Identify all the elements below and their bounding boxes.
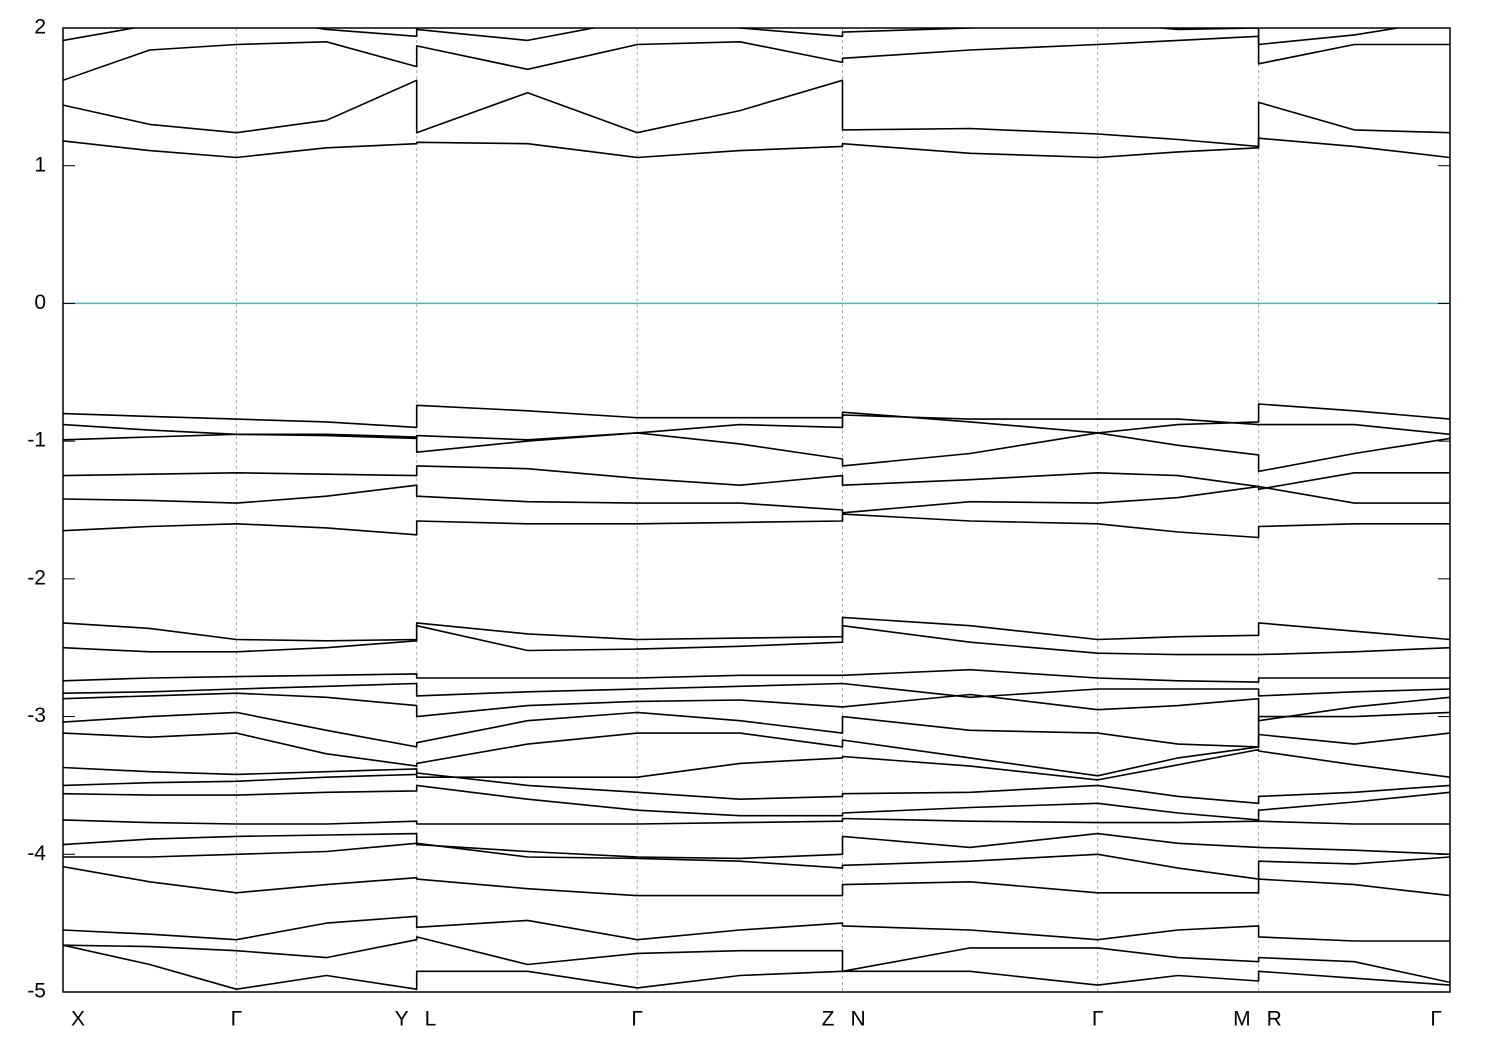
band-line xyxy=(63,668,1450,683)
band-line xyxy=(63,944,1450,990)
y-tick-label: -1 xyxy=(27,429,46,452)
band-line xyxy=(63,748,1450,781)
band-line xyxy=(63,865,1450,897)
band-line xyxy=(63,772,1450,805)
band-line xyxy=(63,513,1450,539)
bands-layer xyxy=(63,28,1450,990)
y-tick-label: 0 xyxy=(34,291,46,314)
band-line xyxy=(63,832,1450,860)
grid-layer xyxy=(63,28,1450,992)
band-line xyxy=(63,414,1450,441)
x-tick-label: Γ xyxy=(231,1008,243,1031)
band-line xyxy=(63,732,1450,777)
x-tick-label: L xyxy=(425,1008,437,1031)
band-line xyxy=(63,784,1450,821)
y-tick-label: -4 xyxy=(27,842,46,865)
y-tick-label: 2 xyxy=(34,16,46,39)
x-tick-label: X xyxy=(71,1008,85,1031)
x-tick-label: Y xyxy=(395,1008,409,1031)
plot-frame xyxy=(62,27,1451,993)
band-line xyxy=(63,432,1450,473)
band-line xyxy=(63,28,1403,46)
band-line xyxy=(63,624,1450,656)
band-line xyxy=(63,137,1450,159)
band-line xyxy=(63,682,1450,699)
x-tick-label: Γ xyxy=(1092,1008,1104,1031)
band-line xyxy=(63,484,1450,514)
axes-layer: X Γ Y L Γ Z N Γ M R Γ -5 -4 -3 -2 -1 0 1 2 xyxy=(27,16,1451,1031)
band-line xyxy=(63,403,1450,434)
band-line xyxy=(63,465,1450,491)
band-line xyxy=(63,842,1450,880)
x-tick-label: Γ xyxy=(1430,1008,1442,1031)
band-line xyxy=(63,35,1450,82)
x-tick-label: R xyxy=(1267,1008,1282,1031)
x-tick-label: Z xyxy=(822,1008,835,1031)
y-tick-label: 1 xyxy=(34,153,46,176)
y-tick-label: -3 xyxy=(27,704,46,727)
band-line xyxy=(63,692,1450,722)
band-line xyxy=(63,79,1450,148)
band-line xyxy=(63,915,1450,942)
x-tick-label: N xyxy=(850,1008,865,1031)
y-tick-label: -2 xyxy=(27,566,46,589)
band-line xyxy=(63,817,1450,825)
band-line xyxy=(63,936,1450,984)
band-line xyxy=(63,616,1450,642)
y-tick-label: -5 xyxy=(27,980,46,1003)
x-tick-label: M xyxy=(1233,1008,1251,1031)
x-tick-label: Γ xyxy=(631,1008,643,1031)
